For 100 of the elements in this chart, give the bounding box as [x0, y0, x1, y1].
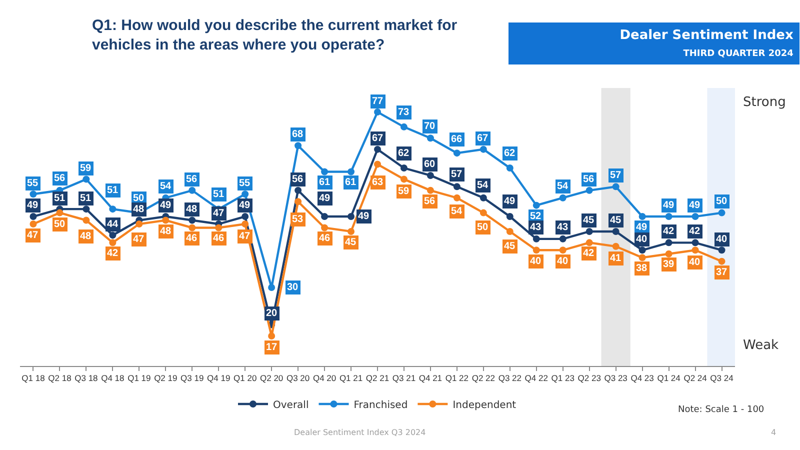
data-label: 44 — [107, 219, 119, 230]
data-label: 49 — [663, 200, 675, 211]
point — [532, 235, 540, 242]
data-label: 48 — [186, 204, 198, 215]
data-label: 49 — [160, 200, 172, 211]
point — [321, 224, 328, 232]
x-tick-label: Q4 18 — [101, 373, 125, 384]
data-label: 62 — [398, 148, 410, 159]
x-tick-label: Q1 24 — [657, 373, 681, 384]
point — [532, 202, 540, 209]
point — [136, 220, 143, 228]
data-label: 49 — [319, 193, 331, 204]
text: THIRD QUARTER 2024 — [683, 48, 794, 59]
legend-label: Overall — [273, 400, 309, 411]
data-label: 41 — [610, 253, 622, 264]
point — [665, 239, 672, 246]
x-tick-label: Q3 23 — [604, 373, 628, 384]
x-tick-label: Q4 20 — [312, 373, 336, 384]
point — [242, 213, 249, 220]
data-label: 51 — [54, 193, 66, 204]
data-label: 56 — [424, 196, 436, 207]
point — [109, 232, 116, 239]
point — [426, 186, 434, 194]
point — [586, 239, 593, 246]
point — [374, 108, 381, 116]
point — [586, 186, 593, 194]
data-label: 67 — [477, 133, 489, 144]
data-label: 47 — [213, 208, 225, 219]
data-label: 49 — [239, 200, 251, 211]
point — [348, 168, 355, 176]
data-label: 42 — [583, 248, 595, 259]
point — [56, 209, 64, 216]
data-label: 43 — [557, 222, 569, 233]
point — [692, 213, 699, 220]
point — [348, 228, 355, 235]
point — [82, 206, 90, 213]
data-label: 55 — [239, 178, 251, 189]
data-label: 54 — [451, 206, 463, 217]
x-tick-label: Q1 22 — [445, 373, 469, 384]
data-label: 47 — [27, 230, 39, 241]
point — [453, 194, 460, 202]
point — [612, 183, 620, 190]
point — [321, 168, 328, 176]
data-label: 56 — [292, 174, 304, 185]
point — [188, 216, 196, 224]
data-label: 73 — [398, 107, 410, 118]
data-label: 49 — [636, 222, 648, 233]
data-label: 59 — [398, 186, 410, 197]
data-label: 56 — [186, 174, 198, 185]
x-tick-label: Q1 23 — [551, 373, 575, 384]
point — [374, 146, 381, 153]
point — [665, 213, 672, 220]
point — [692, 239, 699, 246]
point — [480, 194, 487, 202]
x-tick-label: Q2 18 — [48, 373, 72, 384]
data-label: 57 — [610, 170, 622, 181]
data-label: 42 — [689, 226, 701, 237]
data-label: 54 — [477, 180, 489, 191]
x-tick-label: Q2 20 — [260, 373, 284, 384]
data-label: 47 — [133, 234, 145, 245]
data-label: 50 — [477, 222, 489, 233]
data-label: 37 — [716, 267, 728, 278]
data-label: 30 — [287, 282, 299, 293]
data-label: 70 — [424, 121, 436, 132]
x-tick-label: Q3 18 — [74, 373, 98, 384]
x-tick-label: Q4 22 — [524, 373, 548, 384]
data-label: 66 — [451, 134, 463, 145]
point — [532, 246, 540, 254]
point — [30, 213, 37, 220]
data-label: 38 — [636, 263, 648, 274]
point — [718, 209, 726, 216]
point — [506, 213, 514, 220]
point — [638, 213, 646, 220]
x-tick-label: Q1 18 — [22, 373, 46, 384]
x-tick-label: Q1 20 — [234, 373, 257, 384]
x-tick-label: Q4 19 — [207, 373, 230, 384]
point — [109, 239, 116, 246]
point — [400, 123, 408, 130]
point — [348, 213, 355, 220]
data-label: 40 — [689, 257, 701, 268]
x-tick-label: Q1 21 — [339, 373, 363, 384]
data-label: 61 — [319, 177, 331, 188]
chart-title: Q1: How would you describe the current market for vehicles in the areas where you operate? — [92, 17, 458, 54]
point — [268, 284, 276, 291]
data-label: 45 — [504, 241, 516, 252]
data-label: 57 — [451, 169, 463, 180]
data-label: 61 — [345, 177, 357, 188]
data-label: 49 — [358, 211, 370, 222]
data-label: 51 — [107, 185, 119, 196]
data-label: 51 — [213, 189, 225, 200]
data-label: 40 — [716, 234, 728, 245]
point — [506, 164, 514, 172]
point — [612, 242, 620, 250]
point — [426, 172, 434, 179]
point — [82, 176, 90, 183]
data-label: 77 — [372, 96, 384, 107]
data-label: 60 — [424, 159, 436, 170]
data-label: 50 — [54, 219, 66, 230]
data-label: 62 — [504, 148, 516, 159]
point — [294, 142, 302, 150]
